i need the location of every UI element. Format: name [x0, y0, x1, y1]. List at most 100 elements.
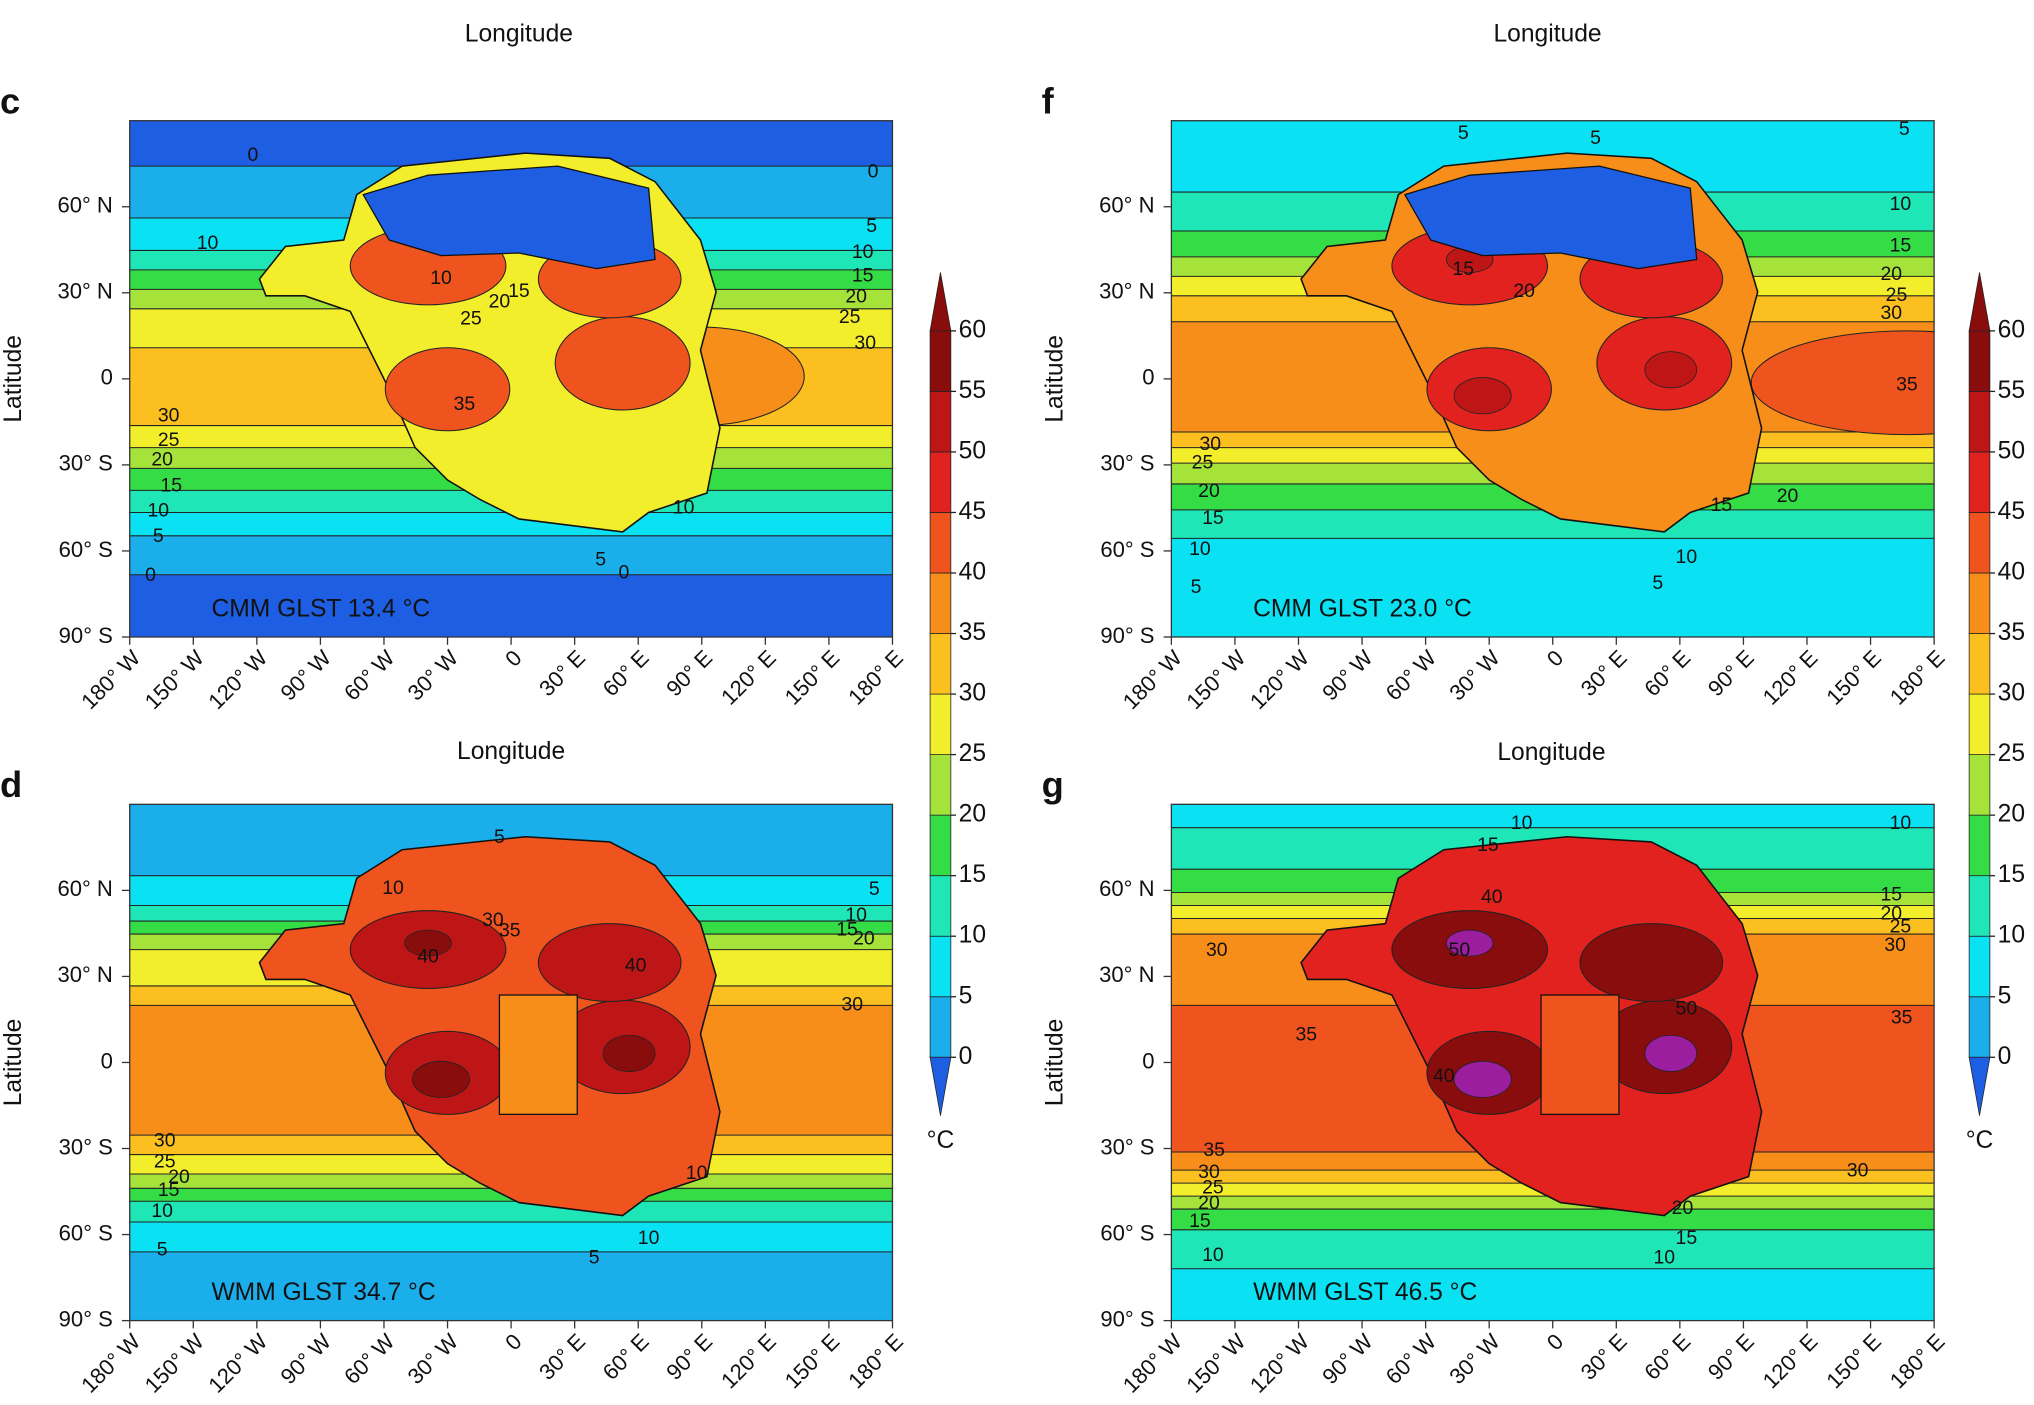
x-tick-label: 90° E [661, 1329, 717, 1385]
colorbar-tick-label: 60 [959, 316, 986, 343]
colorbar-level [1968, 935, 1991, 998]
x-tick-label: 60° E [598, 645, 654, 701]
y-tick-label: 60° N [1099, 876, 1154, 901]
contour-label: 25 [1890, 916, 1912, 938]
y-tick-label: 30° S [1100, 1134, 1154, 1159]
x-tick-label: 60° E [1639, 645, 1695, 701]
temperature-band [129, 512, 893, 537]
colorbar-tick-label: 15 [1998, 861, 2025, 888]
x-tick-label: 180° E [843, 645, 908, 710]
x-tick-label: 30° W [1444, 645, 1504, 705]
contour-label: 5 [153, 525, 164, 547]
annotation: WMM GLST 46.5 °C [1253, 1279, 1477, 1306]
x-tick-label: 0 [500, 1329, 526, 1355]
contour-label: 10 [852, 241, 874, 263]
y-tick-label: 30° S [59, 1134, 113, 1159]
contour-label: 25 [1886, 284, 1908, 306]
colorbar-under [929, 1056, 952, 1116]
temperature-lens [1750, 330, 1935, 436]
contour-label: 15 [836, 918, 858, 940]
y-axis-label: Latitude [1041, 1019, 1068, 1107]
contour-label: 30 [1847, 1160, 1869, 1182]
colorbar-tick-label: 0 [959, 1043, 973, 1070]
colorbar-tick-label: 60 [1998, 316, 2025, 343]
contour-label: 20 [1198, 480, 1220, 502]
colorbar-tick-label: 40 [959, 559, 986, 586]
contour-label: 35 [1896, 373, 1918, 395]
x-tick-label: 30° E [534, 1329, 590, 1385]
contour-label: 5 [1191, 576, 1202, 598]
contour-label: 30 [1880, 302, 1902, 324]
colorbar-tick-label: 5 [959, 982, 973, 1009]
continent [258, 835, 721, 1217]
x-tick-label: 150° W [1181, 1329, 1250, 1398]
y-tick-label: 0 [1142, 1048, 1154, 1073]
continent [258, 152, 721, 533]
contour-label: 35 [454, 393, 476, 415]
x-tick-label: 0 [500, 645, 526, 671]
contour-label: 30 [154, 1130, 176, 1152]
contour-label: 0 [868, 161, 879, 183]
contour-label: 20 [151, 449, 173, 471]
x-tick-label: 60° W [1381, 1329, 1441, 1389]
contour-label: 10 [197, 232, 219, 254]
contour-label: 10 [673, 497, 695, 519]
y-tick-label: 90° S [1100, 623, 1154, 648]
contour-label: 15 [1189, 1210, 1211, 1232]
contour-label: 10 [1890, 193, 1912, 215]
contour-label: 10 [1202, 1244, 1224, 1266]
continent [1300, 152, 1763, 533]
contour-label: 25 [154, 1150, 176, 1172]
hot-core [1453, 1060, 1512, 1098]
contour-label: 30 [1884, 934, 1906, 956]
colorbar-level [1968, 391, 1991, 453]
colorbar-tick-label: 50 [1998, 437, 2025, 464]
x-tick-label: 150° W [140, 645, 209, 714]
colorbar-level [929, 935, 952, 998]
colorbar-level [929, 814, 952, 877]
colorbar-tick-label: 25 [959, 740, 986, 767]
colorbar-tick-label: 55 [959, 377, 986, 404]
contour-label: 0 [619, 562, 630, 584]
colorbar-under [1968, 1056, 1991, 1116]
contour-label: 20 [1513, 280, 1535, 302]
y-tick-label: 90° S [59, 1306, 113, 1331]
colorbar-tick-label: 20 [1998, 801, 2025, 828]
colorbar-level [929, 391, 952, 453]
y-axis-label: Latitude [0, 335, 27, 423]
x-tick-label: 180° W [1118, 1329, 1187, 1398]
contour-label: 10 [1676, 546, 1698, 568]
x-tick-label: 150° W [140, 1329, 209, 1398]
y-tick-label: 60° N [57, 876, 112, 901]
contour-label: 5 [869, 878, 880, 900]
hot-core [1644, 351, 1698, 389]
annotation: CMM GLST 13.4 °C [211, 595, 430, 622]
contour-label: 30 [482, 909, 504, 931]
temperature-band [1171, 1196, 1935, 1210]
contour-label: 30 [1199, 433, 1221, 455]
contour-label: 20 [168, 1166, 190, 1188]
contour-label: 15 [160, 475, 182, 497]
x-tick-label: 150° E [780, 645, 845, 710]
hot-region [554, 316, 691, 411]
contour-label: 25 [460, 307, 482, 329]
colorbar-level [929, 512, 952, 574]
x-tick-label: 90° E [1703, 645, 1759, 701]
y-tick-label: 60° S [59, 537, 113, 562]
contour-label: 10 [382, 877, 404, 899]
cut-axis-label: Longitude [1493, 21, 1601, 48]
ocean-gap [1540, 994, 1620, 1116]
contour-label: 20 [1672, 1197, 1694, 1219]
contour-label: 5 [866, 215, 877, 237]
contour-label: 40 [1481, 886, 1503, 908]
contour-label: 5 [1899, 118, 1910, 140]
x-tick-label: 120° W [203, 645, 272, 714]
x-tick-label: 0 [1542, 1329, 1568, 1355]
contour-label: 15 [1452, 258, 1474, 280]
colorbar-tick-label: 20 [959, 801, 986, 828]
colorbar-level [1968, 572, 1991, 634]
x-tick-label: 60° E [1639, 1329, 1695, 1385]
contour-label: 5 [494, 826, 505, 848]
x-tick-label: 90° W [1317, 645, 1377, 705]
